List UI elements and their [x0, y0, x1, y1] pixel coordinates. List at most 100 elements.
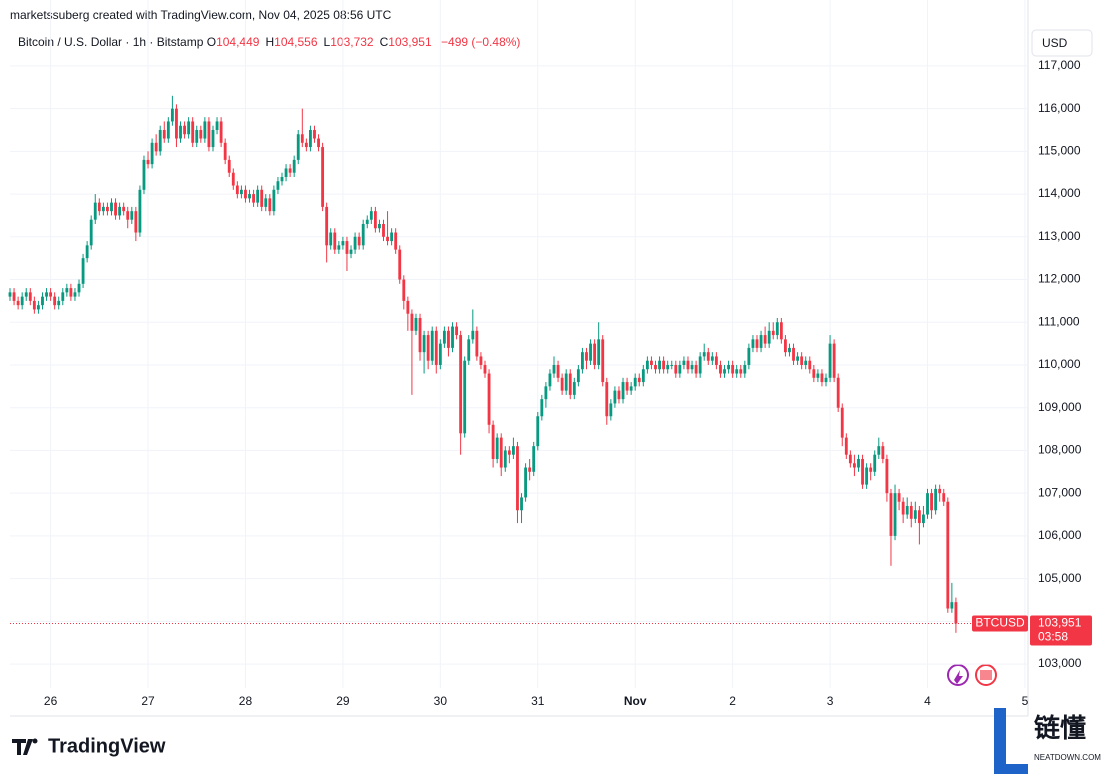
- candle-body: [130, 211, 134, 220]
- candle-body: [475, 330, 479, 357]
- candle-body: [727, 364, 730, 370]
- candle-body: [418, 317, 422, 353]
- currency-button[interactable]: [1031, 29, 1093, 57]
- candle-body: [183, 125, 186, 135]
- candle-body: [694, 364, 698, 374]
- candle-body: [706, 352, 710, 361]
- candle-body: [662, 360, 666, 370]
- candle-body: [288, 168, 292, 173]
- site-mark-title: 链懂: [1034, 713, 1086, 743]
- candle-body: [438, 343, 442, 365]
- candle-body: [853, 463, 856, 468]
- candle-body: [333, 232, 337, 250]
- candle-body: [938, 488, 942, 494]
- candle-body: [313, 129, 316, 139]
- candle-body: [763, 335, 767, 344]
- candle-body: [917, 510, 921, 524]
- candle-body: [897, 493, 901, 502]
- candle-body: [861, 458, 864, 485]
- candle-body: [873, 454, 877, 472]
- candle-body: [447, 330, 450, 348]
- candle-body: [122, 206, 126, 212]
- x-tick-label: 27: [141, 694, 155, 708]
- candle-body: [329, 232, 333, 246]
- flag-icon-body: [980, 670, 992, 680]
- y-tick-label: 112,000: [1038, 272, 1081, 286]
- candle-body: [946, 501, 950, 609]
- candle-body: [406, 300, 410, 314]
- candle-body: [905, 505, 909, 515]
- candle-body: [893, 493, 897, 536]
- candle-body: [97, 202, 101, 212]
- candle-body: [378, 223, 381, 229]
- candle-body: [572, 382, 576, 395]
- candle-body: [820, 373, 824, 383]
- legend-symbol: Bitcoin / U.S. Dollar · 1h · Bitstamp: [18, 35, 204, 49]
- site-mark: 链懂 NEATDOWN.COM: [994, 708, 1101, 774]
- candle-body: [544, 386, 548, 400]
- x-tick-label: 28: [239, 694, 253, 708]
- candle-body: [788, 347, 791, 353]
- x-tick-label: 31: [531, 694, 545, 708]
- candle-body: [743, 364, 747, 374]
- candle-body: [816, 373, 820, 378]
- currency[interactable]: USD: [1042, 36, 1068, 50]
- candle-body: [483, 364, 487, 374]
- candle-body: [321, 147, 325, 207]
- candle-body: [625, 382, 629, 391]
- candle-body: [187, 121, 191, 135]
- candle-body: [89, 219, 93, 246]
- candle-body: [118, 206, 122, 216]
- candle-body: [353, 236, 357, 250]
- candle-body: [146, 159, 150, 165]
- candle-body: [398, 249, 402, 280]
- candle-body: [16, 300, 20, 306]
- x-tick-label: 29: [336, 694, 350, 708]
- candle-body: [422, 335, 426, 353]
- candle-body: [844, 437, 848, 455]
- candle-body: [12, 292, 16, 301]
- candle-body: [759, 335, 763, 348]
- candle-body: [459, 335, 463, 434]
- candle-body: [767, 330, 771, 344]
- symbol-tag-label: BTCUSD: [975, 616, 1025, 630]
- candle-body: [369, 211, 373, 220]
- candle-body: [414, 317, 418, 331]
- candle-body: [284, 168, 288, 177]
- candle-body: [110, 202, 113, 212]
- candle-body: [114, 202, 117, 216]
- ohlc-key: C: [379, 35, 389, 49]
- candle-body: [589, 343, 592, 361]
- candle-body: [170, 108, 174, 122]
- candle-body: [808, 360, 812, 370]
- candle-body: [154, 142, 158, 152]
- candle-body: [828, 343, 832, 378]
- x-tick-label: 3: [827, 694, 834, 708]
- candle-body: [909, 505, 913, 519]
- candle-body: [950, 602, 954, 609]
- logo-text: TradingView: [48, 735, 166, 757]
- candle-body: [796, 356, 800, 361]
- candle-body: [304, 142, 308, 148]
- candle-body: [227, 159, 231, 173]
- y-tick-label: 116,000: [1038, 101, 1081, 115]
- candle-body: [36, 305, 40, 310]
- x-tick-label: 4: [924, 694, 931, 708]
- candle-body: [682, 360, 686, 365]
- candle-body: [942, 493, 946, 502]
- candle-body: [499, 437, 503, 468]
- candle-body: [751, 339, 755, 348]
- candle-body: [248, 194, 251, 199]
- legend-change: −499 (−0.48%): [441, 35, 521, 49]
- candle-body: [710, 356, 714, 361]
- legend: Bitcoin / U.S. Dollar · 1h · Bitstamp O1…: [18, 35, 520, 49]
- event-icons[interactable]: [947, 664, 997, 686]
- ohlc-value: 104,449: [216, 35, 260, 49]
- candle-body: [621, 382, 625, 400]
- candle-body: [568, 373, 572, 395]
- candle-body: [223, 142, 227, 160]
- candle-body: [536, 416, 540, 447]
- candle-body: [719, 364, 722, 374]
- candle-body: [613, 390, 617, 404]
- candle-body: [495, 437, 499, 459]
